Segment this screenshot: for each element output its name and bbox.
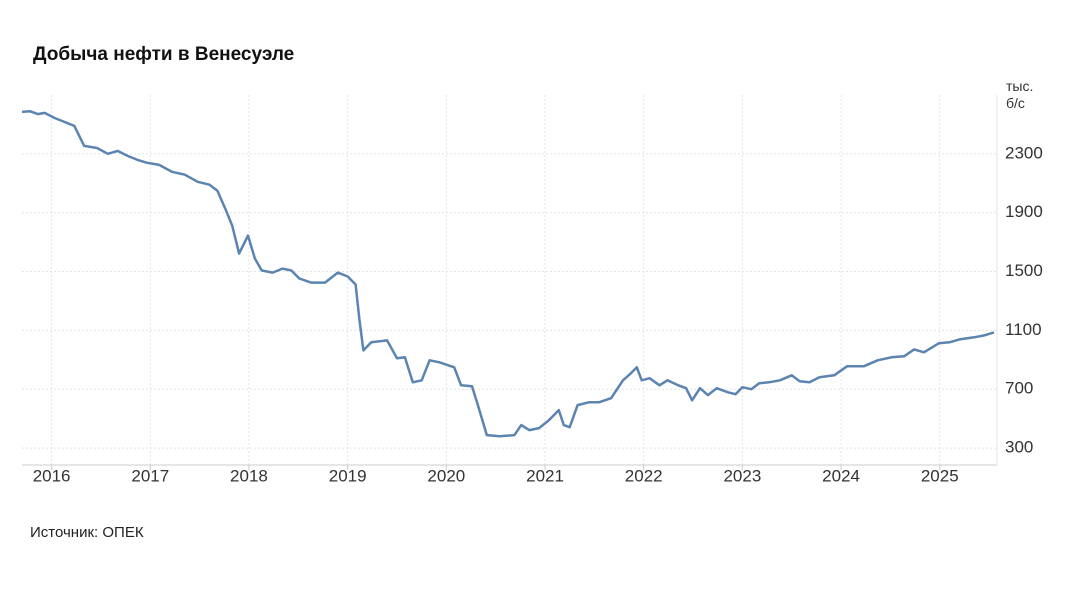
y-unit: тыс. б/с: [1006, 78, 1034, 111]
chart-title: Добыча нефти в Венесуэле: [33, 44, 295, 65]
y-tick-label: 300: [1005, 438, 1033, 457]
x-tick-label: 2025: [921, 466, 959, 485]
x-tick-label: 2019: [329, 466, 367, 485]
y-tick-label: 700: [1005, 379, 1033, 398]
x-tick-label: 2023: [723, 466, 761, 485]
y-tick-label: 1500: [1005, 261, 1043, 280]
x-tick-label: 2017: [131, 466, 169, 485]
x-tick-label: 2018: [230, 466, 268, 485]
x-tick-label: 2024: [822, 466, 860, 485]
y-tick-label: 2300: [1005, 143, 1043, 162]
y-tick-label: 1900: [1005, 202, 1043, 221]
data-line: [21, 109, 995, 438]
x-tick-label: 2020: [427, 466, 465, 485]
x-tick-label: 2021: [526, 466, 564, 485]
x-tick-label: 2022: [625, 466, 663, 485]
x-tick-label: 2016: [33, 466, 71, 485]
y-tick-label: 1100: [1005, 320, 1042, 339]
source: Источник: ОПЕК: [30, 524, 144, 541]
